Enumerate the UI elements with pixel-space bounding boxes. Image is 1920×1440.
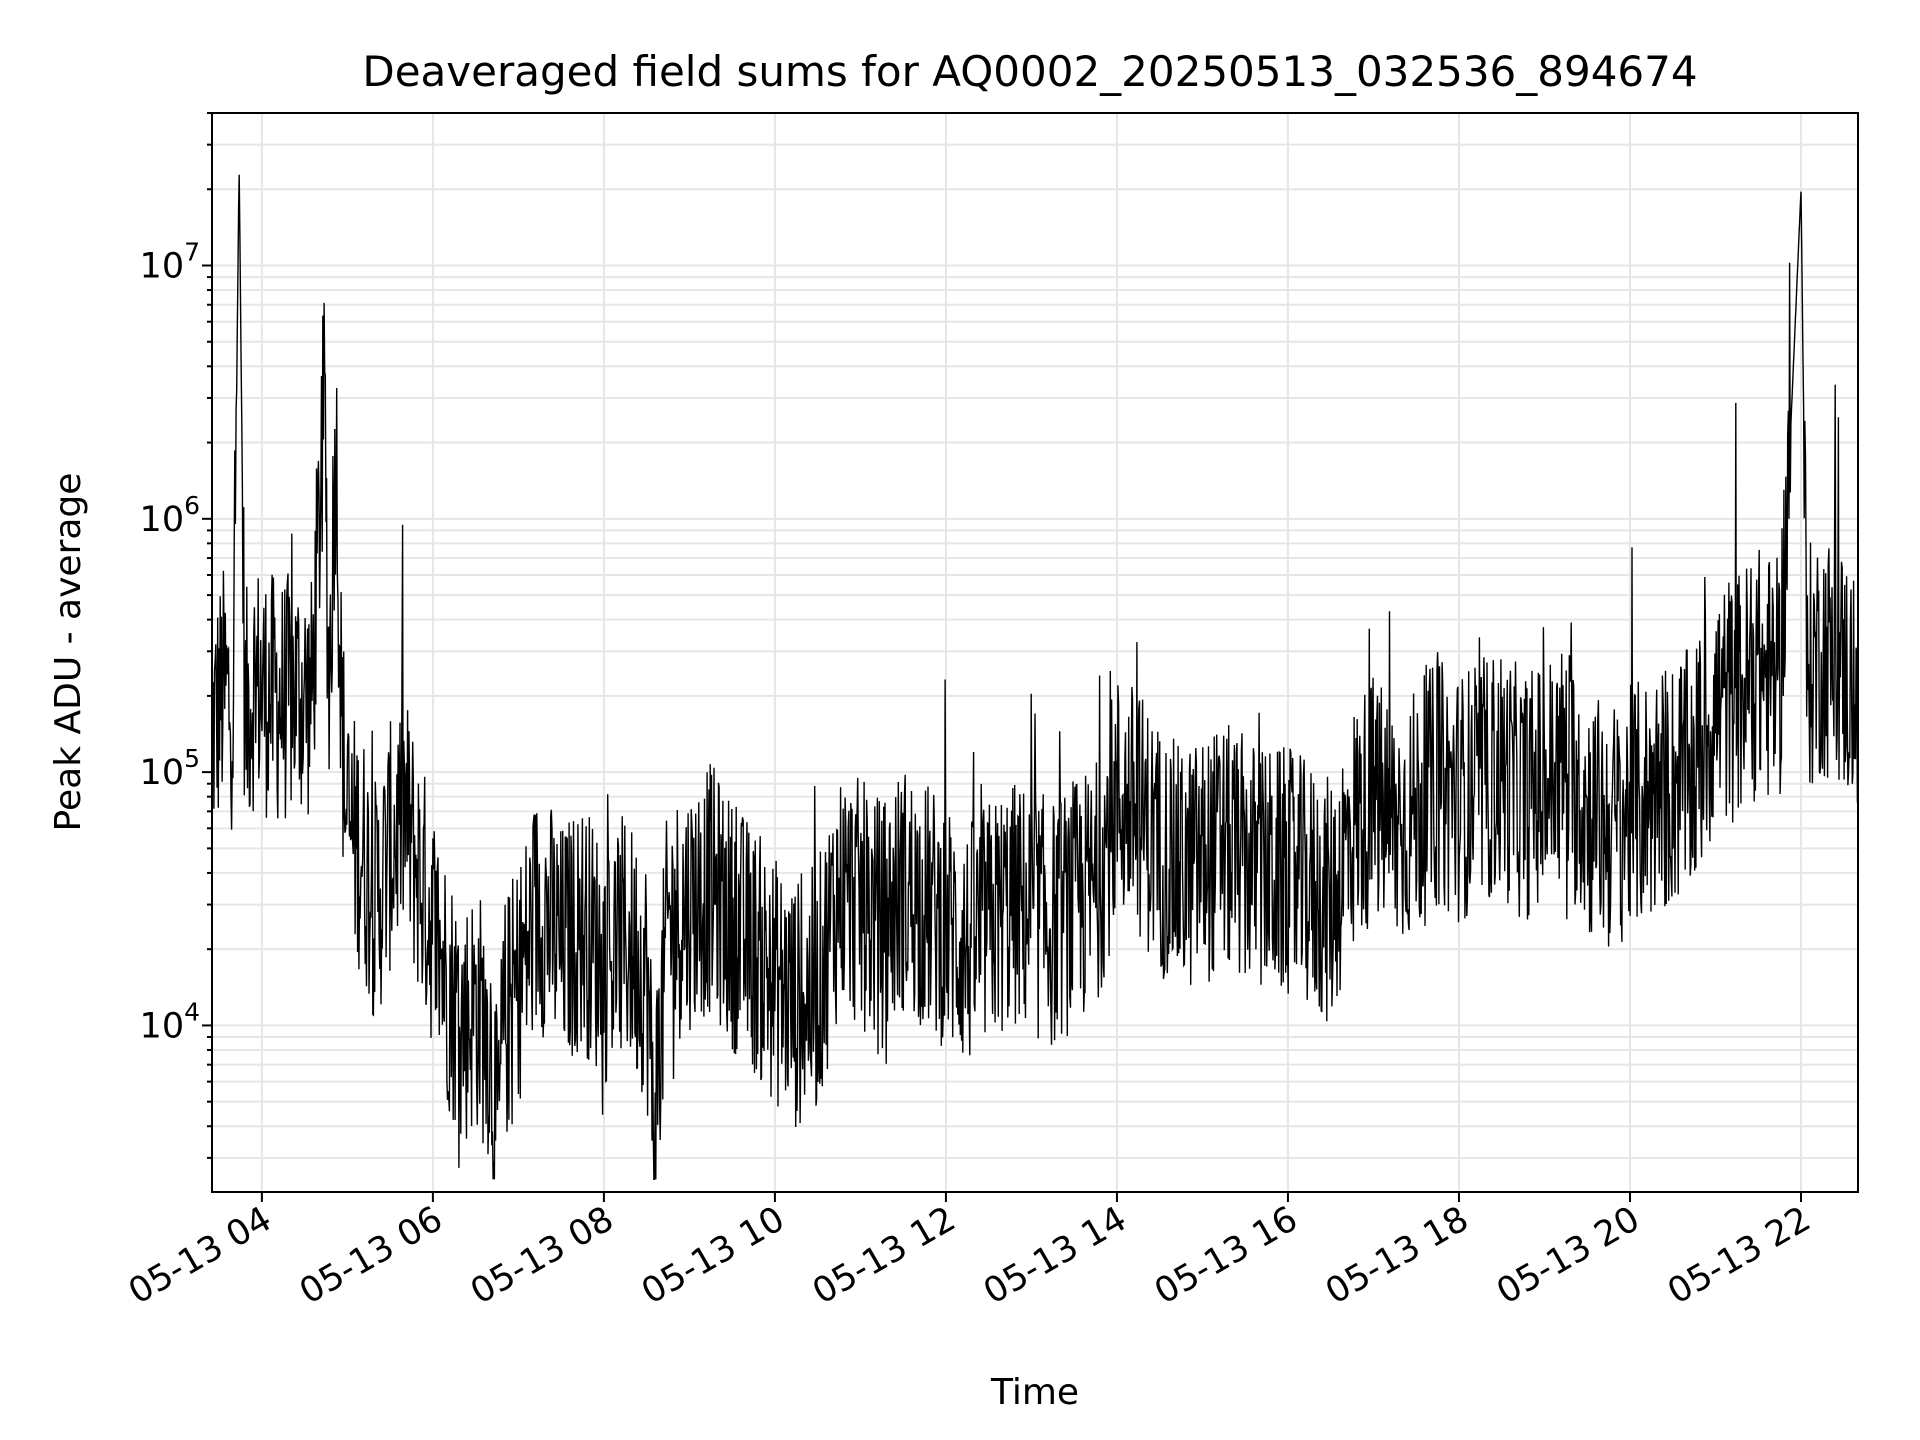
- y-tick-label: 105: [140, 744, 200, 793]
- y-tick-label-base: 10: [140, 247, 185, 287]
- y-tick-label-exponent: 7: [184, 238, 200, 267]
- series-line: [211, 174, 1859, 1180]
- plot-frame: [211, 112, 1859, 1193]
- y-axis-label: Peak ADU - average: [48, 473, 89, 832]
- y-tick-label-base: 10: [140, 500, 185, 540]
- y-tick-label-exponent: 5: [184, 744, 200, 773]
- y-tick-label: 106: [140, 491, 200, 540]
- y-tick-label: 107: [140, 238, 200, 287]
- y-tick-label: 104: [140, 997, 200, 1046]
- chart-title: Deaveraged field sums for AQ0002_2025051…: [362, 47, 1697, 96]
- y-tick-label-exponent: 6: [184, 491, 200, 520]
- y-tick-label-base: 10: [140, 1006, 185, 1046]
- y-tick-label-exponent: 4: [184, 997, 200, 1026]
- y-tick-label-base: 10: [140, 753, 185, 793]
- series-layer: [211, 174, 1859, 1180]
- x-axis-label: Time: [990, 1372, 1079, 1413]
